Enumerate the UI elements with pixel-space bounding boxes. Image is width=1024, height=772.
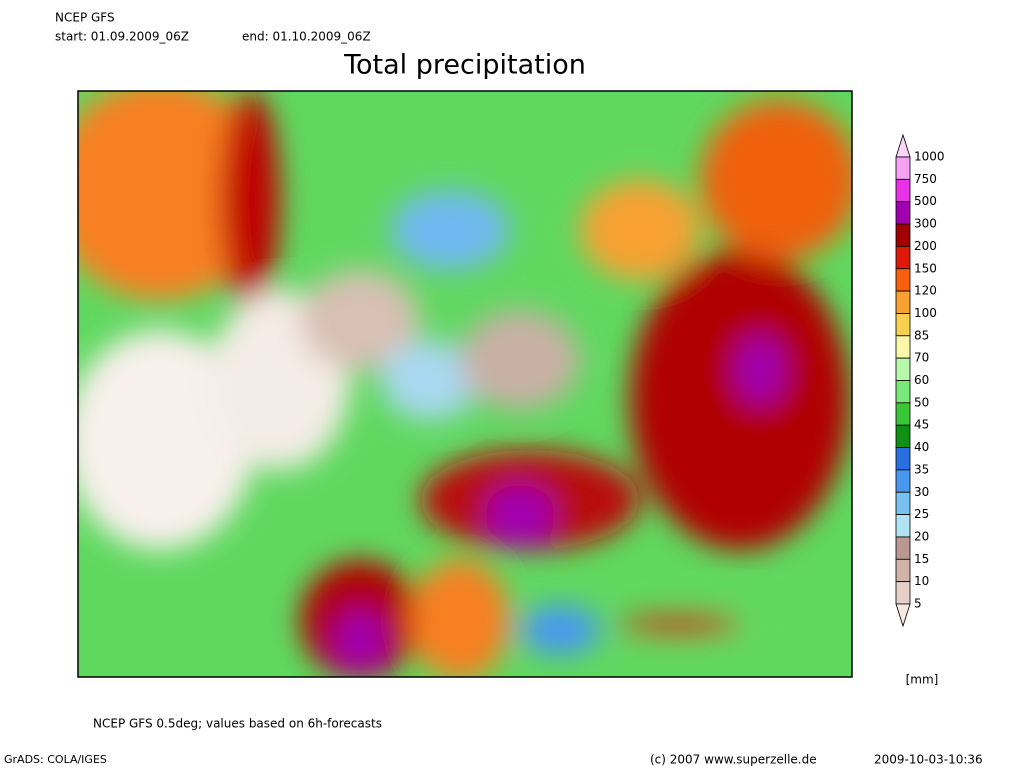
map-frame — [77, 90, 853, 678]
colorbar-label: 70 — [914, 351, 929, 365]
colorbar-swatch — [895, 313, 911, 337]
colorbar-label: 20 — [914, 529, 929, 543]
unit-label: [mm] — [906, 673, 939, 687]
colorbar-label: 1000 — [914, 150, 945, 164]
copyright: (c) 2007 www.superzelle.de — [650, 753, 817, 767]
colorbar-swatch — [895, 223, 911, 247]
colorbar-label: 200 — [914, 239, 937, 253]
colorbar-label: 25 — [914, 507, 929, 521]
colorbar: 1000 750 500 300 200 150 120 100 85 70 60 50 45 40 35 3… — [895, 133, 945, 628]
colorbar-swatch — [895, 201, 911, 225]
colorbar-label: 500 — [914, 194, 937, 208]
colorbar-label: 30 — [914, 485, 929, 499]
map-title: Total precipitation — [343, 50, 586, 81]
precipitation-map — [78, 91, 852, 677]
colorbar-swatch — [895, 268, 911, 292]
colorbar-swatch — [895, 335, 911, 359]
colorbar-cap — [895, 603, 911, 628]
colorbar-label: 50 — [914, 395, 929, 409]
colorbar-swatch — [895, 245, 911, 270]
footer-note: NCEP GFS 0.5deg; values based on 6h-fore… — [93, 717, 382, 731]
colorbar-swatch — [895, 178, 911, 203]
colorbar-label: 60 — [914, 373, 929, 387]
colorbar-label: 100 — [914, 306, 937, 320]
colorbar-swatch — [895, 536, 911, 560]
colorbar-swatch — [895, 424, 911, 448]
colorbar-swatch — [895, 469, 911, 493]
colorbar-swatch — [895, 558, 911, 583]
colorbar-label: 5 — [914, 597, 922, 611]
timestamp: 2009-10-03-10:36 — [874, 753, 983, 767]
colorbar-label: 35 — [914, 462, 929, 476]
colorbar-label: 40 — [914, 440, 929, 454]
colorbar-swatch — [895, 447, 911, 471]
colorbar-swatch — [895, 402, 911, 426]
colorbar-label: 750 — [914, 172, 937, 186]
colorbar-label: 300 — [914, 217, 937, 231]
colorbar-label: 10 — [914, 574, 929, 588]
colorbar-swatch — [895, 290, 911, 314]
colorbar-label: 45 — [914, 418, 929, 432]
colorbar-swatch — [895, 380, 911, 404]
colorbar-label: 150 — [914, 261, 937, 275]
end-label: end: 01.10.2009_06Z — [242, 30, 371, 44]
model-label: NCEP GFS — [55, 11, 115, 25]
colorbar-label: 120 — [914, 284, 937, 298]
colorbar-swatch — [895, 156, 911, 180]
colorbar-cap — [895, 133, 911, 158]
software-credit: GrADS: COLA/IGES — [4, 753, 107, 766]
colorbar-swatch — [895, 514, 911, 538]
colorbar-label: 85 — [914, 328, 929, 342]
colorbar-swatch — [895, 581, 911, 605]
colorbar-swatch — [895, 491, 911, 516]
start-label: start: 01.09.2009_06Z — [55, 30, 189, 44]
colorbar-swatch — [895, 357, 911, 381]
colorbar-label: 15 — [914, 552, 929, 566]
